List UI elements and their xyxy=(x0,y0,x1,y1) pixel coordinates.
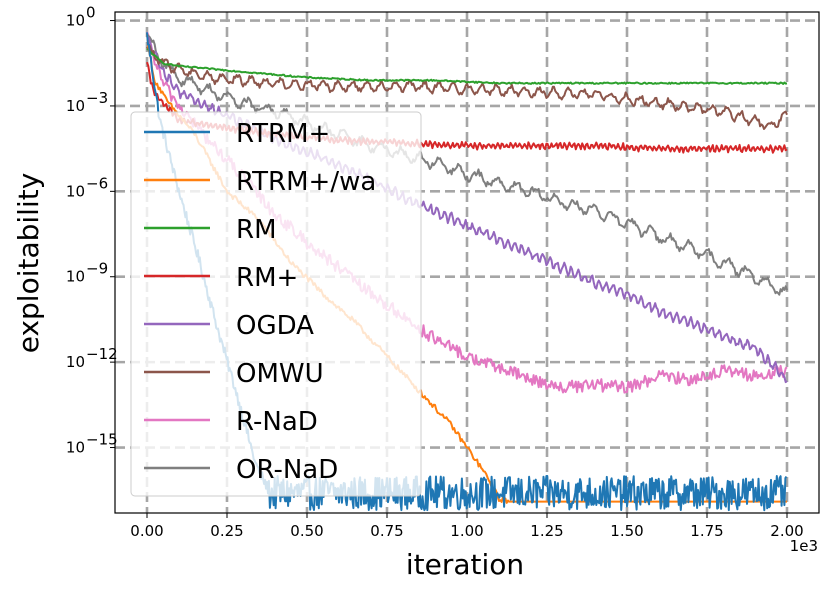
y-tick-label-exponent: −9 xyxy=(86,260,108,278)
y-tick-label-base: 10 xyxy=(66,353,85,371)
x-axis-label: iteration xyxy=(406,548,524,581)
x-tick-label: 2.00 xyxy=(770,522,803,540)
legend-label: RM+ xyxy=(236,263,298,293)
y-tick-label-exponent: −15 xyxy=(86,431,118,449)
x-offset-text: 1e3 xyxy=(790,537,818,555)
y-tick-label: 10 xyxy=(66,182,85,200)
x-tick-label: 1.25 xyxy=(530,522,563,540)
y-tick-label-base: 10 xyxy=(66,268,85,286)
y-tick-label: 10 xyxy=(66,353,85,371)
y-tick-label-exponent: −12 xyxy=(86,345,118,363)
legend-label: RTRM+ xyxy=(236,119,330,149)
y-tick-label-base: 10 xyxy=(66,97,85,115)
x-tick-label: 0.00 xyxy=(130,522,163,540)
x-tick-label: 0.75 xyxy=(370,522,403,540)
y-tick-label: 10 xyxy=(66,97,85,115)
legend-label: OR-NaD xyxy=(236,455,338,485)
legend-label: OGDA xyxy=(236,311,314,341)
y-tick-label-base: 10 xyxy=(66,12,85,30)
x-tick-label: 0.25 xyxy=(210,522,243,540)
y-tick-label: 10 xyxy=(66,12,85,30)
legend-box xyxy=(130,111,422,497)
x-tick-label: 1.75 xyxy=(690,522,723,540)
x-tick-label: 1.00 xyxy=(450,522,483,540)
y-tick-label: 10 xyxy=(66,439,85,457)
series-line-omwu xyxy=(146,44,788,130)
legend-label: R-NaD xyxy=(236,407,318,437)
y-tick-label-base: 10 xyxy=(66,182,85,200)
y-tick-label-base: 10 xyxy=(66,439,85,457)
legend-label: RTRM+/wa xyxy=(236,167,376,197)
y-tick-label: 10 xyxy=(66,268,85,286)
series-line-or-nad xyxy=(146,34,788,296)
y-tick-label-exponent: −3 xyxy=(86,89,108,107)
legend-label: RM xyxy=(236,215,277,245)
x-tick-label: 0.50 xyxy=(290,522,323,540)
y-tick-label-exponent: 0 xyxy=(86,4,96,22)
legend-label: OMWU xyxy=(236,359,324,389)
y-tick-label-exponent: −6 xyxy=(86,174,108,192)
y-axis-label: exploitability xyxy=(12,173,45,354)
x-tick-label: 1.50 xyxy=(610,522,643,540)
series-line-rm xyxy=(146,47,788,85)
legend: RTRM+ RTRM+/wa RM RM+ OGDA OMWU R-NaD OR-NaD xyxy=(130,111,422,497)
